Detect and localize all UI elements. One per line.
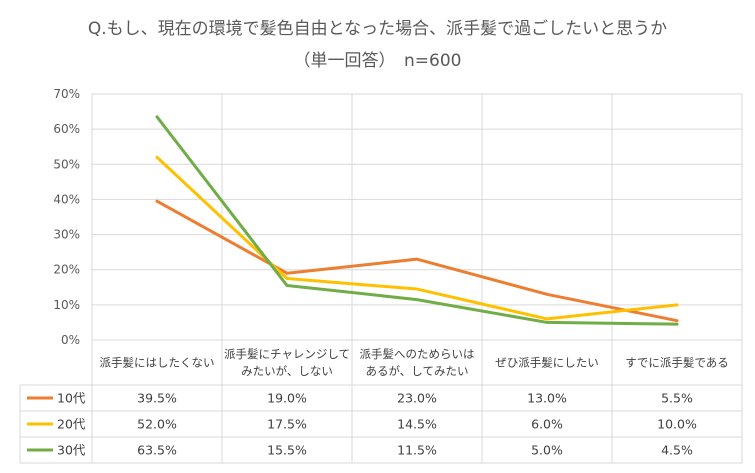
series-line-30代 bbox=[155, 115, 679, 326]
y-tick-label: 0% bbox=[61, 333, 80, 347]
category-label: みたいが、しない bbox=[241, 364, 333, 378]
table-cell-value: 19.0% bbox=[267, 391, 307, 406]
y-tick-label: 60% bbox=[53, 122, 80, 136]
y-tick-label: 10% bbox=[53, 298, 80, 312]
chart-title: Q.もし、現在の環境で髪色自由となった場合、派手髪で過ごしたいと思うか bbox=[87, 19, 668, 39]
table-cell-value: 5.5% bbox=[661, 391, 693, 406]
table-cell-value: 52.0% bbox=[137, 417, 177, 432]
table-cell-value: 15.5% bbox=[267, 443, 307, 458]
table-cell-value: 4.5% bbox=[661, 443, 693, 458]
chart-subtitle: （単一回答） n=600 bbox=[293, 51, 462, 71]
category-label: 派手髪にチャレンジして bbox=[224, 347, 350, 361]
category-label: すでに派手髪である bbox=[625, 356, 729, 370]
table-cell-value: 14.5% bbox=[397, 417, 437, 432]
table-cell-value: 17.5% bbox=[267, 417, 307, 432]
table-cell-value: 6.0% bbox=[531, 417, 563, 432]
y-tick-label: 30% bbox=[53, 228, 80, 242]
table-cell-value: 13.0% bbox=[527, 391, 567, 406]
table-cell-value: 5.0% bbox=[531, 443, 563, 458]
legend-label: 30代 bbox=[57, 443, 86, 458]
category-label: ぜひ派手髪にしたい bbox=[495, 356, 599, 370]
category-label: 派手髪へのためらいは bbox=[360, 347, 475, 361]
category-label: 派手髪にはしたくない bbox=[100, 356, 215, 370]
table-cell-value: 10.0% bbox=[657, 417, 697, 432]
category-label: あるが、してみたい bbox=[366, 364, 469, 378]
y-tick-label: 70% bbox=[53, 87, 80, 101]
series-line-20代 bbox=[155, 155, 679, 321]
legend-label: 20代 bbox=[57, 417, 86, 432]
y-tick-label: 40% bbox=[53, 192, 80, 206]
table-cell-value: 63.5% bbox=[137, 443, 177, 458]
table-cell-value: 39.5% bbox=[137, 391, 177, 406]
y-tick-label: 50% bbox=[53, 157, 80, 171]
legend-label: 10代 bbox=[57, 391, 86, 406]
y-tick-label: 20% bbox=[53, 263, 80, 277]
table-cell-value: 23.0% bbox=[397, 391, 437, 406]
table-cell-value: 11.5% bbox=[397, 443, 437, 458]
